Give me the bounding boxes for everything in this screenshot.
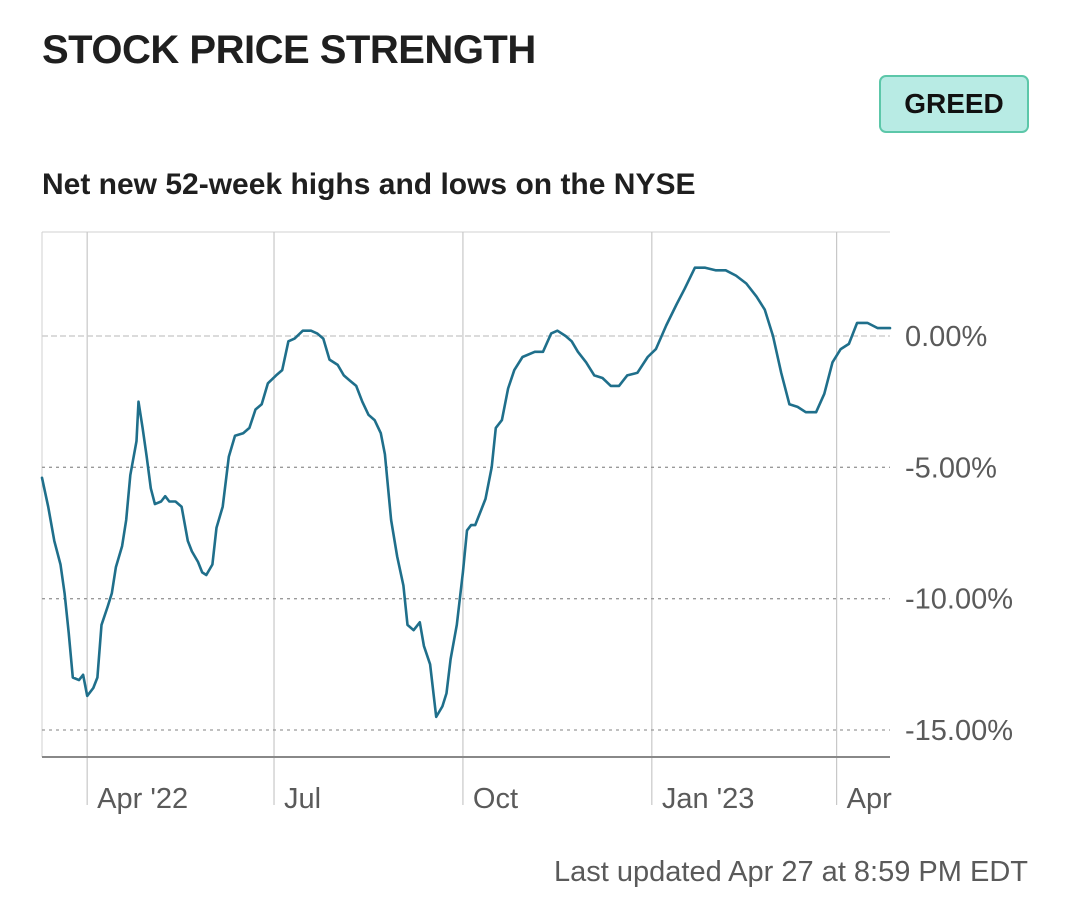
y-tick-label: -10.00%	[905, 584, 1013, 616]
x-tick-label: Apr '22	[97, 783, 188, 815]
last-updated-text: Last updated Apr 27 at 8:59 PM EDT	[554, 856, 1028, 888]
y-tick-label: -5.00%	[905, 452, 997, 484]
y-tick-label: 0.00%	[905, 321, 987, 353]
line-chart: Apr '22 Jul Oct Jan '23 Apr 0.00% -5.00% -10.00…	[40, 231, 1013, 815]
y-tick-label: -15.00%	[905, 715, 1013, 747]
sentiment-badge: GREED	[879, 75, 1029, 133]
x-tick-label: Jan '23	[662, 783, 755, 815]
page-title: STOCK PRICE STRENGTH	[42, 28, 536, 72]
x-tick-label: Oct	[473, 783, 518, 815]
x-tick-label: Apr	[847, 783, 892, 815]
series-line	[40, 266, 892, 719]
x-tick-label: Jul	[284, 783, 321, 815]
chart-subtitle: Net new 52-week highs and lows on the NY…	[42, 168, 696, 201]
